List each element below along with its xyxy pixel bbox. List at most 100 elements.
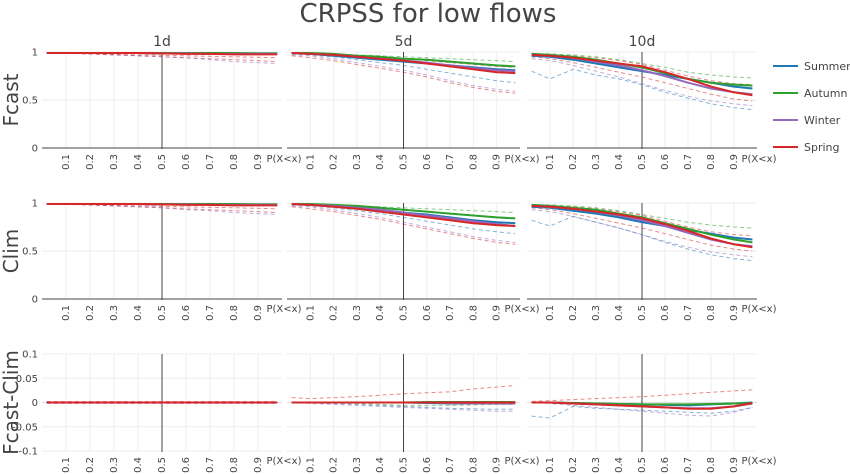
band-line-spring: [531, 207, 753, 252]
panel-clim-5d: 0.1 0.2 0.3 0.4 0.5 0.6 0.7 0.8 0.9 P(X<x): [287, 202, 540, 321]
x-tick-label: 0.5: [399, 305, 410, 321]
x-tick-label: 0.7: [683, 154, 694, 170]
x-tick-label: 0.6: [660, 305, 671, 321]
x-tick-label: 0.3: [109, 154, 120, 170]
x-tick-label: 0.8: [706, 305, 717, 321]
x-tick-label: 0.7: [445, 305, 456, 321]
x-tick-label: 0.4: [133, 457, 144, 473]
x-tick-label: P(X<x): [267, 304, 302, 315]
x-tick-label: 0.6: [422, 457, 433, 473]
x-tick-label: 0.9: [253, 457, 264, 473]
series-line-spring: [531, 53, 753, 97]
x-tick-label: 0.4: [375, 154, 386, 170]
x-tick-label: 0.7: [205, 305, 216, 321]
band-line-spring: [531, 204, 753, 237]
x-tick-label: 0.6: [181, 154, 192, 170]
band-line-summer: [291, 53, 516, 84]
x-tick-label: 0.7: [205, 457, 216, 473]
x-tick-label: 0.5: [637, 154, 648, 170]
x-tick-label: 0.6: [181, 305, 192, 321]
series-line-spring: [531, 401, 753, 410]
band-line-winter: [531, 209, 753, 258]
x-tick-label: 0.9: [492, 305, 503, 321]
x-tick-label: 0.3: [591, 154, 602, 170]
y-tick-label: 1: [32, 48, 38, 59]
panel-fcast-clim-1d: -0.1 -0.05 0 0.05 0.1 0.1 0.2 0.3 0.4 0.5 0.6 0.7 0.…: [12, 350, 301, 473]
x-tick-label: 0.4: [614, 154, 625, 170]
x-tick-label: 0.4: [133, 305, 144, 321]
x-tick-label: 0.9: [253, 305, 264, 321]
x-tick-label: 0.4: [375, 457, 386, 473]
x-tick-label: 0.7: [683, 305, 694, 321]
x-tick-label: 0.1: [61, 305, 72, 321]
x-tick-label: 0.5: [399, 154, 410, 170]
band-line-spring: [531, 53, 753, 86]
y-tick-label: 0: [32, 144, 38, 155]
x-tick-label: 0.9: [729, 154, 740, 170]
panel-fcast-clim-5d: 0.1 0.2 0.3 0.4 0.5 0.6 0.7 0.8 0.9 P(X<x): [287, 353, 540, 473]
x-tick-label: 0.8: [468, 154, 479, 170]
band-line-winter: [291, 205, 516, 243]
y-tick-label: -0.05: [12, 422, 38, 433]
x-tick-label: 0.8: [468, 305, 479, 321]
band-line-winter: [531, 58, 753, 107]
x-tick-label: 0.9: [729, 457, 740, 473]
x-tick-label: 0.5: [637, 457, 648, 473]
x-tick-label: 0.8: [706, 154, 717, 170]
x-tick-label: 0.7: [683, 457, 694, 473]
column-title: 5d: [395, 34, 413, 50]
series-line-spring: [291, 52, 516, 75]
x-tick-label: 0.4: [375, 305, 386, 321]
x-tick-label: P(X<x): [267, 456, 302, 467]
x-tick-label: 0.8: [229, 305, 240, 321]
x-tick-label: 0.9: [492, 154, 503, 170]
y-tick-label: 0.1: [22, 350, 38, 361]
x-tick-label: P(X<x): [742, 456, 777, 467]
x-tick-label: 0.8: [229, 457, 240, 473]
x-tick-label: P(X<x): [505, 304, 540, 315]
series-line-summer: [531, 205, 753, 241]
x-tick-label: 0.8: [229, 154, 240, 170]
y-tick-label: 0: [32, 398, 38, 409]
band-line-winter: [291, 54, 516, 92]
x-tick-label: P(X<x): [505, 154, 540, 165]
x-tick-label: 0.5: [157, 154, 168, 170]
panel-fcast-10d: 0.1 0.2 0.3 0.4 0.5 0.6 0.7 0.8 0.9 P(X<x): [527, 51, 777, 170]
band-line-summer: [531, 68, 753, 111]
panel-fcast-5d: 0.1 0.2 0.3 0.4 0.5 0.6 0.7 0.8 0.9 P(X<x): [287, 51, 540, 170]
band-line-winter: [291, 402, 516, 412]
band-line-autumn: [291, 203, 516, 214]
x-tick-label: 0.2: [329, 305, 340, 321]
legend-label-winter: Winter: [804, 114, 841, 127]
x-tick-label: 0.1: [61, 457, 72, 473]
legend-label-spring: Spring: [804, 141, 840, 154]
legend-label-summer: Summer: [804, 60, 850, 73]
x-tick-label: 0.3: [591, 305, 602, 321]
x-tick-label: 0.5: [637, 305, 648, 321]
legend-label-autumn: Autumn: [804, 87, 847, 100]
x-tick-label: 0.2: [85, 154, 96, 170]
panel-fcast-1d: 0 0.5 1 0.1 0.2 0.3 0.4 0.5 0.6 0.7 0.8 0.9 P(X<x): [22, 48, 301, 170]
x-tick-label: 0.1: [61, 154, 72, 170]
y-tick-label: 0.5: [22, 247, 38, 258]
x-tick-label: 0.5: [399, 457, 410, 473]
x-tick-label: 0.2: [568, 457, 579, 473]
x-tick-label: P(X<x): [742, 304, 777, 315]
x-tick-label: 0.7: [445, 154, 456, 170]
panel-clim-10d: 0.1 0.2 0.3 0.4 0.5 0.6 0.7 0.8 0.9 P(X<x): [527, 202, 777, 321]
x-tick-label: 0.9: [253, 154, 264, 170]
x-tick-label: P(X<x): [267, 154, 302, 165]
x-tick-label: 0.8: [706, 457, 717, 473]
x-tick-label: P(X<x): [505, 456, 540, 467]
row-title: Clim: [0, 229, 23, 274]
x-tick-label: 0.4: [133, 154, 144, 170]
x-tick-label: 0.5: [157, 457, 168, 473]
column-title: 1d: [153, 34, 171, 50]
x-tick-label: 0.1: [305, 305, 316, 321]
x-tick-label: 0.3: [352, 305, 363, 321]
y-tick-label: 0.5: [22, 96, 38, 107]
band-line-autumn: [291, 52, 516, 63]
band-line-spring: [291, 385, 516, 400]
x-tick-label: P(X<x): [742, 154, 777, 165]
